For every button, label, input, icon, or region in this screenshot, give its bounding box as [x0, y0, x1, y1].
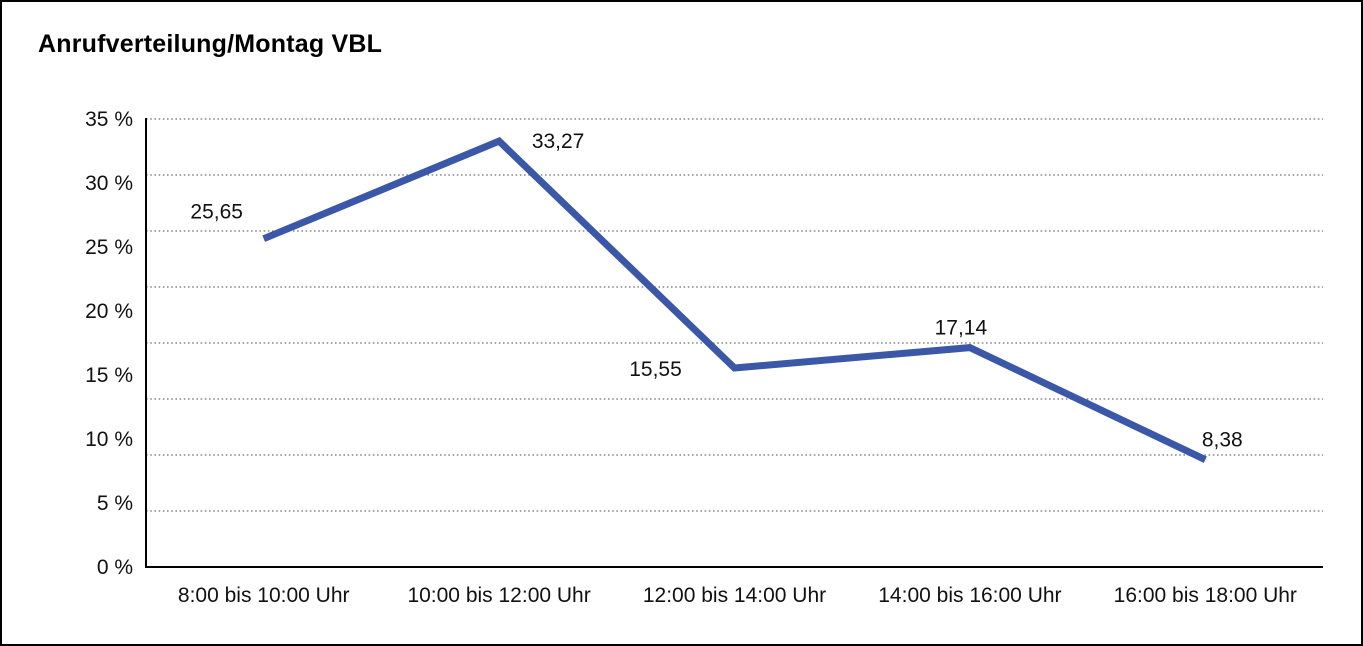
chart-title: Anrufverteilung/Montag VBL: [38, 30, 383, 58]
x-axis-category-label: 16:00 bis 18:00 Uhr: [1114, 584, 1297, 607]
y-axis-tick-label: 25 %: [85, 236, 133, 259]
x-axis-category-label: 8:00 bis 10:00 Uhr: [178, 584, 350, 607]
data-point-label: 15,55: [629, 358, 682, 381]
data-point-label: 8,38: [1202, 429, 1243, 452]
y-axis-tick-label: 5 %: [97, 492, 133, 515]
y-axis-tick-label: 35 %: [85, 108, 133, 131]
x-axis-category-label: 12:00 bis 14:00 Uhr: [643, 584, 826, 607]
data-point-label: 17,14: [935, 317, 988, 340]
x-axis-category-label: 10:00 bis 12:00 Uhr: [407, 584, 590, 607]
y-axis-tick-label: 0 %: [97, 556, 133, 579]
y-axis-tick-label: 15 %: [85, 364, 133, 387]
y-axis-tick-label: 20 %: [85, 300, 133, 323]
x-axis-category-label: 14:00 bis 16:00 Uhr: [878, 584, 1061, 607]
y-axis-tick-label: 10 %: [85, 428, 133, 451]
y-axis-tick-label: 30 %: [85, 172, 133, 195]
data-point-label: 25,65: [190, 201, 243, 224]
data-point-label: 33,27: [532, 130, 585, 153]
series-line: [262, 136, 1207, 463]
